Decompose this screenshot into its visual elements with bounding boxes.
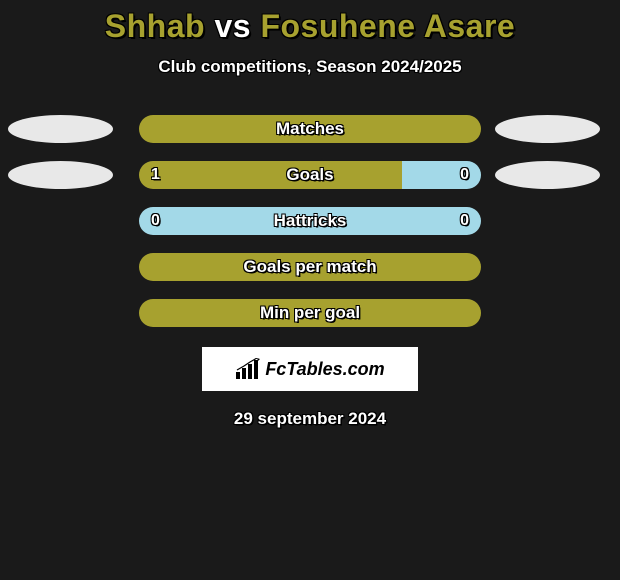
bar-segment: [139, 115, 481, 143]
stat-row: Hattricks00: [0, 207, 620, 235]
stat-row: Goals per match: [0, 253, 620, 281]
stat-row: Matches: [0, 115, 620, 143]
page-title: Shhab vs Fosuhene Asare: [0, 8, 620, 45]
bar-segment: [139, 161, 402, 189]
stat-bar: Goals10: [139, 161, 481, 189]
right-ellipse: [495, 115, 600, 143]
stat-bar: Goals per match: [139, 253, 481, 281]
stat-bar: Hattricks00: [139, 207, 481, 235]
bar-segment: [139, 253, 481, 281]
title-vs: vs: [214, 8, 251, 44]
logo-text: FcTables.com: [265, 359, 384, 380]
bar-segment: [139, 207, 481, 235]
stat-bar: Min per goal: [139, 299, 481, 327]
title-player2: Fosuhene Asare: [260, 8, 515, 44]
stat-row: Goals10: [0, 161, 620, 189]
bar-segment: [139, 299, 481, 327]
stat-row: Min per goal: [0, 299, 620, 327]
right-ellipse: [495, 161, 600, 189]
infographic-container: Shhab vs Fosuhene Asare Club competition…: [0, 0, 620, 429]
chart-icon: [235, 358, 261, 380]
left-ellipse: [8, 115, 113, 143]
subtitle: Club competitions, Season 2024/2025: [0, 57, 620, 77]
bar-segment: [402, 161, 481, 189]
date-label: 29 september 2024: [0, 409, 620, 429]
title-player1: Shhab: [105, 8, 205, 44]
logo-box: FcTables.com: [202, 347, 418, 391]
stat-rows: Matches Goals10 Hattricks00 Goals per match…: [0, 115, 620, 327]
stat-bar: Matches: [139, 115, 481, 143]
left-ellipse: [8, 161, 113, 189]
